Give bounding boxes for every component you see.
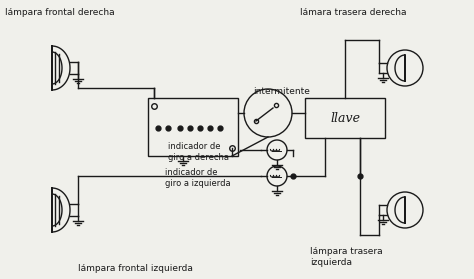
Text: indicador de
giro a izquierda: indicador de giro a izquierda xyxy=(165,168,231,188)
Bar xyxy=(148,98,238,156)
Text: lámpara trasera
izquierda: lámpara trasera izquierda xyxy=(310,247,383,267)
Text: lámara trasera derecha: lámara trasera derecha xyxy=(300,8,407,17)
Bar xyxy=(305,98,385,138)
Text: indicador de
giro a derecha: indicador de giro a derecha xyxy=(168,142,229,162)
Text: intermitente: intermitente xyxy=(253,87,310,96)
Text: lámpara frontal derecha: lámpara frontal derecha xyxy=(5,8,115,17)
Text: llave: llave xyxy=(330,112,360,124)
Text: lámpara frontal izquierda: lámpara frontal izquierda xyxy=(78,264,193,273)
